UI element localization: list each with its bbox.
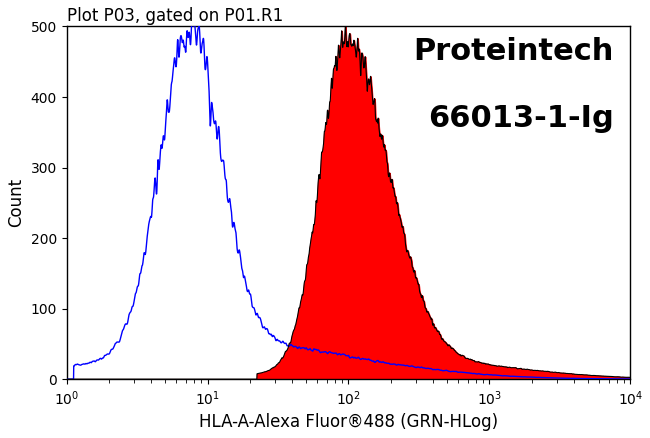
Text: Plot P03, gated on P01.R1: Plot P03, gated on P01.R1 [66, 7, 283, 25]
Text: 66013-1-Ig: 66013-1-Ig [428, 104, 614, 133]
X-axis label: HLA-A-Alexa Fluor®488 (GRN-HLog): HLA-A-Alexa Fluor®488 (GRN-HLog) [199, 413, 498, 431]
Y-axis label: Count: Count [7, 178, 25, 227]
Text: Proteintech: Proteintech [413, 37, 614, 66]
